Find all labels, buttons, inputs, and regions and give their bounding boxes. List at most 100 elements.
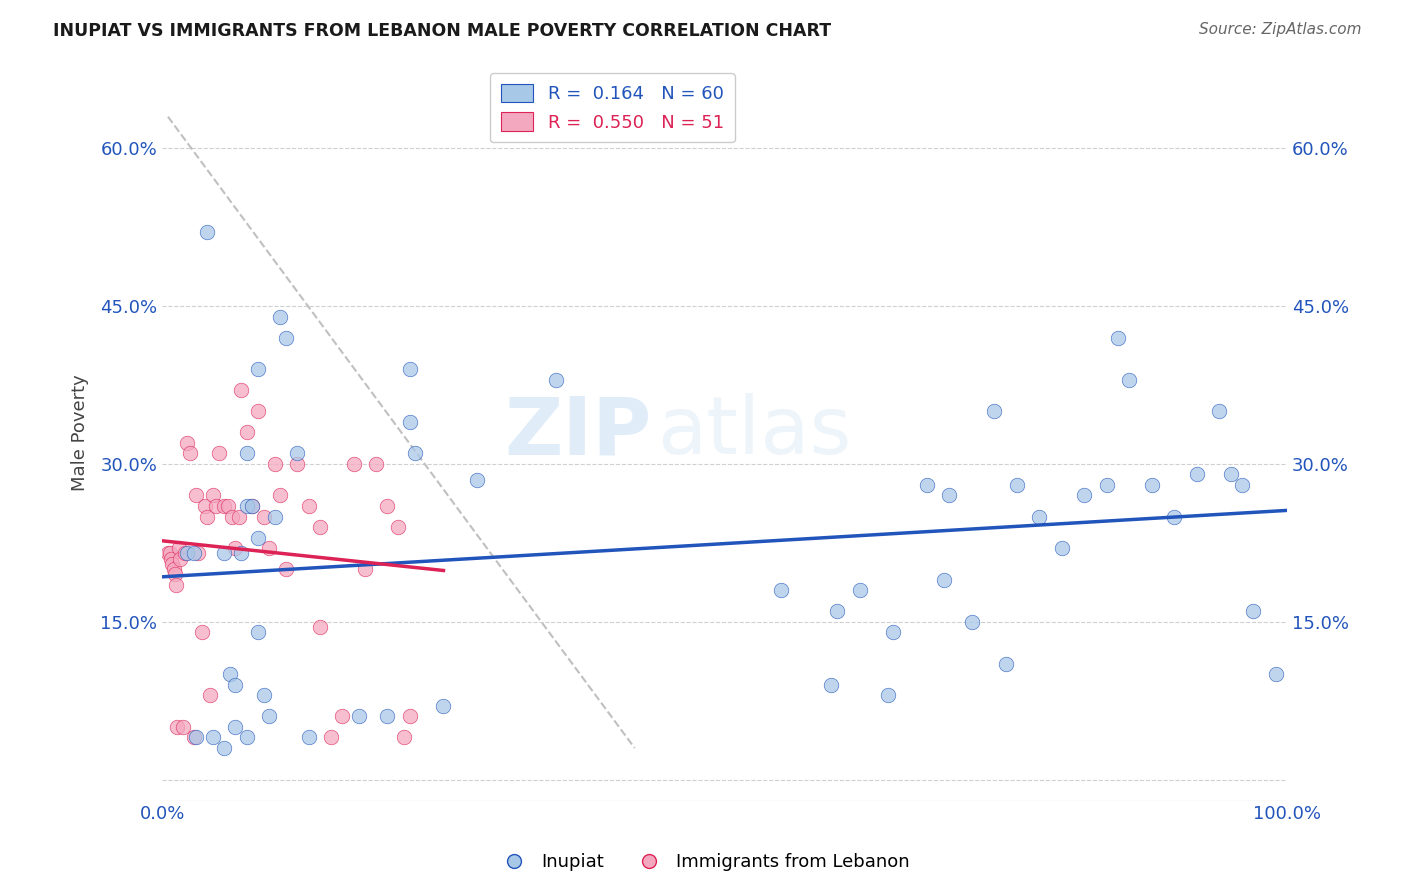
Point: [876, 689, 898, 703]
Point: [330, 709, 353, 723]
Point: [263, 457, 285, 471]
Point: [983, 404, 1005, 418]
Point: [235, 425, 257, 440]
Point: [1118, 373, 1140, 387]
Point: [201, 731, 224, 745]
Point: [769, 583, 792, 598]
Text: INUPIAT VS IMMIGRANTS FROM LEBANON MALE POVERTY CORRELATION CHART: INUPIAT VS IMMIGRANTS FROM LEBANON MALE …: [53, 22, 831, 40]
Legend: Inupiat, Immigrants from Lebanon: Inupiat, Immigrants from Lebanon: [489, 847, 917, 879]
Point: [221, 509, 243, 524]
Point: [246, 531, 269, 545]
Point: [228, 509, 250, 524]
Point: [224, 541, 246, 555]
Point: [190, 625, 212, 640]
Point: [432, 698, 454, 713]
Point: [159, 546, 181, 560]
Point: [184, 731, 207, 745]
Point: [165, 578, 187, 592]
Point: [224, 678, 246, 692]
Point: [353, 562, 375, 576]
Point: [229, 384, 252, 398]
Point: [1208, 404, 1230, 418]
Point: [297, 499, 319, 513]
Point: [166, 720, 188, 734]
Point: [246, 625, 269, 640]
Legend: R =  0.164   N = 60, R =  0.550   N = 51: R = 0.164 N = 60, R = 0.550 N = 51: [489, 73, 734, 143]
Point: [187, 546, 209, 560]
Y-axis label: Male Poverty: Male Poverty: [72, 374, 89, 491]
Point: [274, 562, 297, 576]
Point: [183, 546, 205, 560]
Point: [319, 731, 342, 745]
Point: [218, 667, 240, 681]
Point: [994, 657, 1017, 671]
Point: [398, 362, 420, 376]
Point: [1185, 467, 1208, 482]
Point: [882, 625, 904, 640]
Point: [1140, 478, 1163, 492]
Point: [167, 541, 190, 555]
Point: [960, 615, 983, 629]
Point: [1050, 541, 1073, 555]
Text: atlas: atlas: [657, 393, 852, 471]
Point: [1163, 509, 1185, 524]
Point: [465, 473, 488, 487]
Point: [347, 709, 370, 723]
Point: [263, 509, 285, 524]
Point: [212, 546, 235, 560]
Point: [205, 499, 228, 513]
Point: [274, 331, 297, 345]
Point: [176, 435, 198, 450]
Point: [162, 562, 184, 576]
Point: [375, 709, 398, 723]
Point: [212, 499, 235, 513]
Point: [183, 731, 205, 745]
Point: [848, 583, 870, 598]
Point: [1264, 667, 1286, 681]
Point: [269, 488, 291, 502]
Point: [375, 499, 398, 513]
Point: [1230, 478, 1253, 492]
Point: [172, 720, 194, 734]
Point: [229, 546, 252, 560]
Point: [169, 551, 191, 566]
Point: [1107, 331, 1129, 345]
Point: [392, 731, 415, 745]
Point: [387, 520, 409, 534]
Point: [342, 457, 364, 471]
Point: [1219, 467, 1241, 482]
Point: [162, 557, 184, 571]
Point: [217, 499, 239, 513]
Point: [1241, 604, 1264, 618]
Point: [235, 499, 257, 513]
Point: [194, 499, 217, 513]
Point: [246, 404, 269, 418]
Point: [297, 731, 319, 745]
Point: [252, 689, 274, 703]
Point: [173, 546, 195, 560]
Point: [198, 689, 221, 703]
Point: [212, 741, 235, 756]
Point: [179, 446, 201, 460]
Point: [404, 446, 426, 460]
Point: [825, 604, 848, 618]
Point: [915, 478, 938, 492]
Point: [184, 488, 207, 502]
Point: [364, 457, 387, 471]
Point: [544, 373, 567, 387]
Point: [1005, 478, 1028, 492]
Point: [932, 573, 955, 587]
Point: [269, 310, 291, 324]
Point: [820, 678, 842, 692]
Point: [195, 226, 218, 240]
Point: [285, 446, 308, 460]
Point: [240, 499, 263, 513]
Point: [160, 551, 183, 566]
Point: [235, 446, 257, 460]
Point: [257, 709, 280, 723]
Point: [163, 567, 186, 582]
Point: [252, 509, 274, 524]
Point: [156, 546, 179, 560]
Point: [1095, 478, 1118, 492]
Text: Source: ZipAtlas.com: Source: ZipAtlas.com: [1198, 22, 1361, 37]
